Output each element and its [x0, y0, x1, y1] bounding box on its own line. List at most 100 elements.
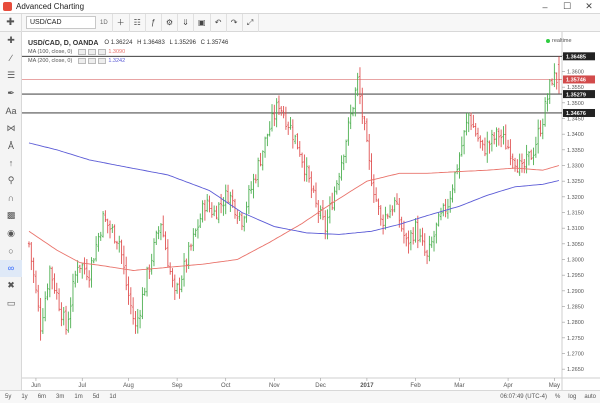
trend-line-icon[interactable]: ∕: [10, 53, 12, 64]
remove-tools-icon[interactable]: ✖: [7, 280, 15, 291]
legend-open: O 1.36224: [104, 40, 133, 46]
plot-background: [22, 32, 562, 378]
y-tick-label: 1.2700: [567, 352, 584, 358]
y-tick-label: 1.3350: [567, 148, 584, 154]
save-chart-icon[interactable]: ⇓: [178, 13, 195, 32]
trash-icon[interactable]: ▭: [6, 297, 16, 308]
y-tick-label: 1.2900: [567, 289, 584, 295]
ma200-line: [28, 142, 560, 235]
y-tick-label: 1.3400: [567, 132, 584, 138]
x-tick-label: Mar: [454, 383, 464, 389]
app-icon: [3, 2, 12, 11]
legend-close: C 1.35746: [200, 40, 229, 46]
ma200-settings-icon[interactable]: [88, 58, 97, 64]
period-1m[interactable]: 1m: [74, 394, 83, 400]
chart-canvas[interactable]: 1.36501.36001.35501.35001.34501.34001.33…: [22, 32, 600, 390]
realtime-indicator: realtime: [546, 38, 572, 44]
y-tick-label: 1.3550: [567, 85, 584, 91]
brush-icon[interactable]: ✒: [7, 87, 15, 98]
ma100-label: MA (100, close, 0): [28, 49, 73, 55]
ma200-value: 1.3242: [108, 58, 126, 64]
period-1d[interactable]: 1d: [109, 394, 117, 400]
x-tick-label: 2017: [360, 383, 374, 389]
clock-readout[interactable]: 06:07:49 (UTC-4): [500, 394, 547, 400]
hide-drawings-icon[interactable]: ○: [8, 245, 14, 256]
percent-toggle[interactable]: %: [554, 394, 561, 400]
price-chart[interactable]: 1.36501.36001.35501.35001.34501.34001.33…: [22, 32, 600, 390]
drawing-tools-sidebar: ✚ ∕ ☰ ✒ Aa ⋈ Å ↑ ⚲ ∩ ▩ ◉ ○ ∞ ✖ ▭: [0, 32, 22, 403]
lock-icon[interactable]: ▩: [6, 210, 16, 221]
ma100-value: 1.3090: [108, 49, 126, 55]
ma200-close-icon[interactable]: [98, 58, 107, 64]
minimize-button[interactable]: –: [542, 1, 548, 12]
fib-tool-icon[interactable]: Å: [7, 140, 14, 151]
period-5d[interactable]: 5d: [92, 394, 100, 400]
magnet-icon[interactable]: ∩: [7, 193, 15, 204]
y-tick-label: 1.3200: [567, 195, 584, 201]
pattern-tool-icon[interactable]: ⋈: [6, 122, 16, 133]
price-tag-box: [563, 90, 595, 99]
x-tick-label: Aug: [123, 383, 134, 389]
screenshot-icon[interactable]: ▣: [194, 13, 211, 32]
period-6m[interactable]: 6m: [37, 394, 47, 400]
price-tag-box: [563, 108, 595, 117]
interval-selector[interactable]: 1D: [96, 13, 113, 32]
ma100-legend-row[interactable]: MA (100, close, 0) 1.3090: [28, 48, 231, 56]
legend-high: H 1.36483: [137, 40, 165, 46]
x-tick-label: Dec: [315, 383, 326, 389]
crosshair-icon[interactable]: ✚: [0, 13, 22, 32]
ma100-settings-icon[interactable]: [88, 49, 97, 55]
x-tick-label: Feb: [410, 383, 421, 389]
y-tick-label: 1.3250: [567, 179, 584, 185]
price-tag-box: [563, 75, 595, 84]
period-1y[interactable]: 1y: [21, 394, 28, 400]
bar-style-icon[interactable]: ☷: [130, 13, 146, 32]
price-tag-box: [563, 52, 595, 61]
legend-symbol: USD/CAD, D, OANDA: [28, 39, 99, 47]
price-tag-label: 1.35279: [566, 92, 586, 98]
horizontal-lines-icon[interactable]: ☰: [6, 70, 16, 81]
undo-icon[interactable]: ↶: [211, 13, 227, 32]
text-tool-icon[interactable]: Aa: [5, 105, 17, 116]
crosshair-tool-icon[interactable]: ✚: [7, 35, 15, 46]
realtime-dot-icon: [546, 39, 550, 43]
indicators-icon[interactable]: ƒ: [146, 13, 162, 32]
auto-toggle[interactable]: auto: [584, 394, 596, 400]
zoom-icon[interactable]: ⚲: [7, 175, 15, 186]
y-tick-label: 1.2800: [567, 320, 584, 326]
x-tick-label: Jun: [31, 383, 41, 389]
y-tick-label: 1.3150: [567, 211, 584, 217]
ma100-close-icon[interactable]: [98, 49, 107, 55]
close-button[interactable]: ✕: [585, 1, 593, 11]
settings-gear-icon[interactable]: ⚙: [162, 13, 179, 32]
ma200-legend-row[interactable]: MA (200, close, 0) 1.3242: [28, 57, 231, 65]
chart-toolbar: ✚ USD/CAD 1D ＋ ☷ ƒ ⚙ ⇓ ▣ ↶ ↷ ⤢: [0, 13, 600, 32]
symbol-search-input[interactable]: USD/CAD: [26, 16, 96, 29]
x-tick-label: May: [549, 383, 560, 389]
redo-icon[interactable]: ↷: [227, 13, 243, 32]
price-tag-label: 1.36485: [566, 55, 586, 61]
compare-icon[interactable]: ＋: [113, 13, 130, 32]
eye-icon[interactable]: ◉: [7, 227, 15, 238]
title-bar: Advanced Charting – ☐ ✕: [0, 0, 600, 14]
x-tick-label: Apr: [503, 383, 512, 389]
link-icon[interactable]: ∞: [0, 259, 22, 277]
ma100-line: [28, 165, 560, 271]
bottom-bar: 5y 1y 6m 3m 1m 5d 1d 06:07:49 (UTC-4) % …: [0, 390, 600, 403]
y-tick-label: 1.3500: [567, 101, 584, 107]
arrow-up-icon[interactable]: ↑: [8, 158, 14, 169]
y-tick-label: 1.2750: [567, 336, 584, 342]
y-tick-label: 1.2650: [567, 367, 584, 373]
y-tick-label: 1.3300: [567, 164, 584, 170]
x-tick-label: Oct: [221, 383, 231, 389]
log-toggle[interactable]: log: [568, 394, 577, 400]
ma200-eye-icon[interactable]: [78, 58, 87, 64]
price-tag-label: 1.35746: [566, 78, 586, 84]
period-3m[interactable]: 3m: [56, 394, 65, 400]
period-5y[interactable]: 5y: [5, 394, 12, 400]
fullscreen-icon[interactable]: ⤢: [243, 13, 259, 32]
ma100-eye-icon[interactable]: [78, 49, 87, 55]
x-tick-label: Nov: [269, 383, 280, 389]
window-title: Advanced Charting: [16, 2, 85, 11]
maximize-button[interactable]: ☐: [562, 1, 572, 11]
